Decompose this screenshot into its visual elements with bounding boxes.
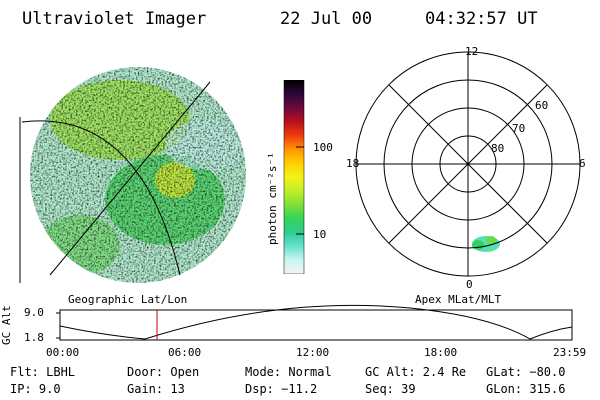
orbit-xtick-0000: 00:00 xyxy=(46,346,80,359)
mlat-label-60: 60 xyxy=(535,99,549,112)
orbit-xtick-0600: 06:00 xyxy=(168,346,202,359)
instrument-title: Ultraviolet Imager xyxy=(22,9,207,29)
seq-info: Seq: 39 xyxy=(365,382,416,396)
date-label: 22 Jul 00 xyxy=(280,9,373,29)
auroral-image-disc xyxy=(30,67,246,283)
auroral-oval-blob xyxy=(472,236,500,252)
orbit-ytick-1-8: 1.8 xyxy=(24,331,44,344)
mlt-label-12: 12 xyxy=(465,45,479,58)
orbit-ytick-9: 9.0 xyxy=(24,306,44,319)
orbit-xtick-1800: 18:00 xyxy=(424,346,458,359)
geo-panel-label: Geographic Lat/Lon xyxy=(68,293,188,306)
polar-grid xyxy=(355,51,581,277)
colorbar-unit-label: photon cm⁻²s⁻¹ xyxy=(266,152,279,245)
orbit-altitude-plot xyxy=(56,304,573,341)
mode-info: Mode: Normal xyxy=(245,365,332,379)
glon-info: GLon: 315.6 xyxy=(486,382,566,396)
ip-info: IP: 9.0 xyxy=(10,382,61,396)
mlt-label-6: 6 xyxy=(579,157,586,170)
orbit-ylabel: GC Alt xyxy=(0,305,13,345)
door-info: Door: Open xyxy=(127,365,200,379)
mlat-label-70: 70 xyxy=(512,122,526,135)
colorbar-tick-10: 10 xyxy=(313,228,327,241)
time-label: 04:32:57 UT xyxy=(425,9,538,29)
dsp-info: Dsp: −11.2 xyxy=(245,382,318,396)
gc-alt-info: GC Alt: 2.4 Re xyxy=(365,365,467,379)
colorbar xyxy=(283,80,305,274)
mlt-label-18: 18 xyxy=(346,157,360,170)
polar-panel-label: Apex MLat/MLT xyxy=(415,293,502,306)
orbit-xtick-2359: 23:59 xyxy=(553,346,587,359)
polar-plot xyxy=(355,51,581,277)
mlt-label-0: 0 xyxy=(466,278,473,291)
colorbar-tick-100: 100 xyxy=(313,141,333,154)
glat-info: GLat: −80.0 xyxy=(486,365,566,379)
filter-info: Flt: LBHL xyxy=(10,365,76,379)
mlat-label-80: 80 xyxy=(491,142,505,155)
orbit-xtick-1200: 12:00 xyxy=(296,346,330,359)
gain-info: Gain: 13 xyxy=(127,382,185,396)
geographic-grid xyxy=(19,81,211,283)
